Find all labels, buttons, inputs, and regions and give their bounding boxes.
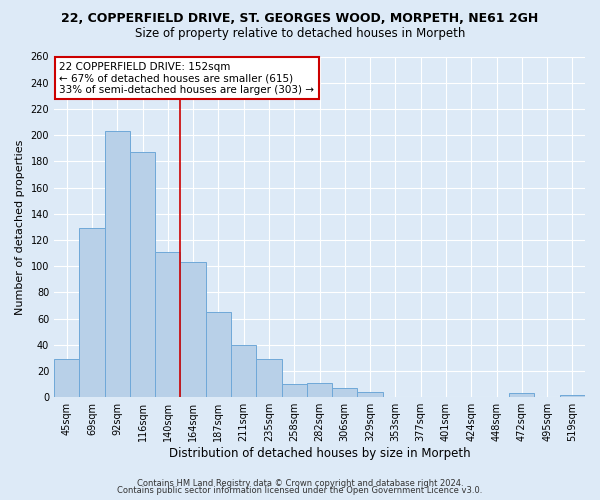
X-axis label: Distribution of detached houses by size in Morpeth: Distribution of detached houses by size … <box>169 447 470 460</box>
Text: Contains public sector information licensed under the Open Government Licence v3: Contains public sector information licen… <box>118 486 482 495</box>
Bar <box>509 394 535 397</box>
Text: 22 COPPERFIELD DRIVE: 152sqm
← 67% of detached houses are smaller (615)
33% of s: 22 COPPERFIELD DRIVE: 152sqm ← 67% of de… <box>59 62 314 95</box>
Bar <box>307 383 332 397</box>
Bar <box>54 359 79 397</box>
Bar <box>332 388 358 397</box>
Bar <box>560 394 585 397</box>
Text: Size of property relative to detached houses in Morpeth: Size of property relative to detached ho… <box>135 28 465 40</box>
Bar <box>181 262 206 397</box>
Y-axis label: Number of detached properties: Number of detached properties <box>15 139 25 314</box>
Bar <box>155 252 181 397</box>
Bar <box>256 359 281 397</box>
Bar <box>130 152 155 397</box>
Bar <box>231 345 256 397</box>
Text: Contains HM Land Registry data © Crown copyright and database right 2024.: Contains HM Land Registry data © Crown c… <box>137 478 463 488</box>
Bar <box>358 392 383 397</box>
Text: 22, COPPERFIELD DRIVE, ST. GEORGES WOOD, MORPETH, NE61 2GH: 22, COPPERFIELD DRIVE, ST. GEORGES WOOD,… <box>61 12 539 26</box>
Bar <box>79 228 104 397</box>
Bar <box>206 312 231 397</box>
Bar <box>281 384 307 397</box>
Bar <box>104 131 130 397</box>
